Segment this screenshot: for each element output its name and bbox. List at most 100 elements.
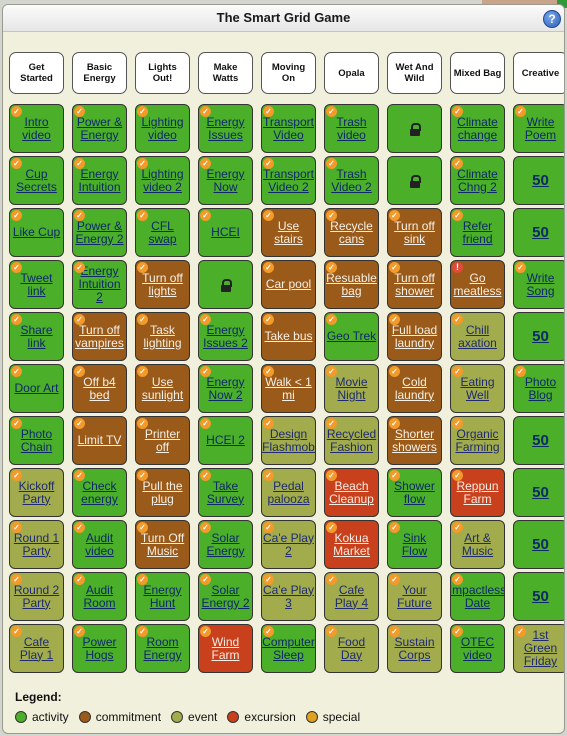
level-score-tile[interactable]: 50 [513, 572, 564, 621]
task-tile[interactable]: ✓ Organic Farming [450, 416, 505, 465]
task-tile[interactable]: ✓ Energy Hunt [135, 572, 190, 621]
task-tile[interactable]: ✓ Turn off lights [135, 260, 190, 309]
task-tile[interactable]: ✓ Off b4 bed [72, 364, 127, 413]
task-tile[interactable]: ✓ Shorter showers [387, 416, 442, 465]
task-tile[interactable]: ✓ Your Future [387, 572, 442, 621]
locked-tile[interactable] [387, 156, 442, 205]
task-tile[interactable]: ✓ Round 2 Party [9, 572, 64, 621]
task-tile[interactable]: ✓ Beach Cleanup [324, 468, 379, 517]
task-tile[interactable]: ✓ Sink Flow [387, 520, 442, 569]
task-tile[interactable]: ✓ Intro video [9, 104, 64, 153]
task-tile[interactable]: ✓ Solar Energy 2 [198, 572, 253, 621]
task-tile[interactable]: ✓ Audit Room [72, 572, 127, 621]
task-tile[interactable]: ✓ Ca'e Play 3 [261, 572, 316, 621]
level-score-tile[interactable]: 50 [513, 468, 564, 517]
level-score-tile[interactable]: 50 [513, 520, 564, 569]
task-tile[interactable]: ✓ Trash Video 2 [324, 156, 379, 205]
locked-tile[interactable] [387, 104, 442, 153]
task-tile[interactable]: ✓ HCEI [198, 208, 253, 257]
task-tile[interactable]: ✓ Shower flow [387, 468, 442, 517]
task-tile[interactable]: ✓ Photo Blog [513, 364, 564, 413]
task-tile[interactable]: ✓ Kickoff Party [9, 468, 64, 517]
task-tile[interactable]: ✓ Cold laundry [387, 364, 442, 413]
task-tile[interactable]: ✓ Energy Intuition 2 [72, 260, 127, 309]
task-tile[interactable]: ✓ Cafe Play 1 [9, 624, 64, 673]
task-tile[interactable]: ✓ Energy Now [198, 156, 253, 205]
task-tile[interactable]: ✓ Take bus [261, 312, 316, 361]
task-tile[interactable]: ✓ Food Day [324, 624, 379, 673]
task-tile[interactable]: ✓ Refer friend [450, 208, 505, 257]
task-tile[interactable]: ✓ Use sunlight [135, 364, 190, 413]
task-tile[interactable]: ✓ Energy Intuition [72, 156, 127, 205]
task-tile[interactable]: ✓ HCEI 2 [198, 416, 253, 465]
task-tile[interactable]: ✓ Turn off shower [387, 260, 442, 309]
task-tile[interactable]: ✓ Geo Trek [324, 312, 379, 361]
task-tile[interactable]: ✓ Solar Energy [198, 520, 253, 569]
task-tile[interactable]: ✓ Door Art [9, 364, 64, 413]
task-tile[interactable]: ✓ Walk < 1 mi [261, 364, 316, 413]
task-tile[interactable]: ✓ Car pool [261, 260, 316, 309]
level-score-tile[interactable]: 50 [513, 208, 564, 257]
task-tile[interactable]: ✓ Resuable bag [324, 260, 379, 309]
task-tile[interactable]: ✓ Climate Chng 2 [450, 156, 505, 205]
task-tile[interactable]: ✓ Power & Energy [72, 104, 127, 153]
task-tile[interactable]: ✓ Lighting video 2 [135, 156, 190, 205]
task-tile[interactable]: ✓ Photo Chain [9, 416, 64, 465]
task-tile[interactable]: ✓ Cafe Play 4 [324, 572, 379, 621]
task-tile[interactable]: ✓ Movie Night [324, 364, 379, 413]
level-score-tile[interactable]: 50 [513, 416, 564, 465]
level-score-tile[interactable]: 50 [513, 312, 564, 361]
task-tile[interactable]: ✓ Like Cup [9, 208, 64, 257]
task-tile[interactable]: ✓ Sustain Corps [387, 624, 442, 673]
task-tile[interactable]: ✓ Limit TV [72, 416, 127, 465]
help-icon[interactable]: ? [543, 10, 561, 28]
task-tile[interactable]: ✓ Write Song [513, 260, 564, 309]
task-tile[interactable]: ✓ Recycled Fashion [324, 416, 379, 465]
task-tile[interactable]: ✓ Power & Energy 2 [72, 208, 127, 257]
task-tile[interactable]: ✓ Ca'e Play 2 [261, 520, 316, 569]
task-tile[interactable]: ✓ Kokua Market [324, 520, 379, 569]
task-tile[interactable]: ✓ Turn off vampires [72, 312, 127, 361]
task-tile[interactable]: ✓ Design Flashmob [261, 416, 316, 465]
task-tile[interactable]: ✓ Turn Off Music [135, 520, 190, 569]
task-tile[interactable]: ✓ Turn off sink [387, 208, 442, 257]
task-tile[interactable]: ✓ Write Poem [513, 104, 564, 153]
task-tile[interactable]: ✓ Computer Sleep [261, 624, 316, 673]
task-tile[interactable]: ! Go meatless [450, 260, 505, 309]
task-tile[interactable]: ✓ Round 1 Party [9, 520, 64, 569]
task-tile[interactable]: ✓ Task lighting [135, 312, 190, 361]
task-tile[interactable]: ✓ Full load laundry [387, 312, 442, 361]
task-tile[interactable]: ✓ Check energy [72, 468, 127, 517]
task-tile[interactable]: ✓ Wind Farm [198, 624, 253, 673]
task-tile[interactable]: ✓ Cup Secrets [9, 156, 64, 205]
task-tile[interactable]: ✓ Eating Well [450, 364, 505, 413]
task-tile[interactable]: ✓ Art & Music [450, 520, 505, 569]
task-tile[interactable]: ✓ Room Energy [135, 624, 190, 673]
task-tile[interactable]: ✓ Trash video [324, 104, 379, 153]
locked-tile[interactable] [198, 260, 253, 309]
task-tile[interactable]: ✓ Use stairs [261, 208, 316, 257]
task-tile[interactable]: ✓ Energy Now 2 [198, 364, 253, 413]
task-tile[interactable]: ✓ CFL swap [135, 208, 190, 257]
task-tile[interactable]: ✓ Tweet link [9, 260, 64, 309]
task-tile[interactable]: ✓ OTEC video [450, 624, 505, 673]
task-tile[interactable]: ✓ Energy Issues 2 [198, 312, 253, 361]
task-tile[interactable]: ✓ 1st Green Friday [513, 624, 564, 673]
level-score-tile[interactable]: 50 [513, 156, 564, 205]
task-tile[interactable]: ✓ Pedal palooza [261, 468, 316, 517]
task-tile[interactable]: ✓ Printer off [135, 416, 190, 465]
task-tile[interactable]: ✓ Take Survey [198, 468, 253, 517]
task-tile[interactable]: ✓ Power Hogs [72, 624, 127, 673]
task-tile[interactable]: ✓ Recycle cans [324, 208, 379, 257]
task-tile[interactable]: ✓ Energy Issues [198, 104, 253, 153]
task-tile[interactable]: ✓ Reppun Farm [450, 468, 505, 517]
task-tile[interactable]: ✓ Transport Video 2 [261, 156, 316, 205]
task-tile[interactable]: ✓ Audit video [72, 520, 127, 569]
task-tile[interactable]: ✓ Share link [9, 312, 64, 361]
task-tile[interactable]: ✓ Chill axation [450, 312, 505, 361]
task-tile[interactable]: ✓ Transport Video [261, 104, 316, 153]
task-tile[interactable]: ✓ Climate change [450, 104, 505, 153]
task-tile[interactable]: ✓ Pull the plug [135, 468, 190, 517]
task-tile[interactable]: ✓ Impactless Date [450, 572, 505, 621]
task-tile[interactable]: ✓ Lighting video [135, 104, 190, 153]
